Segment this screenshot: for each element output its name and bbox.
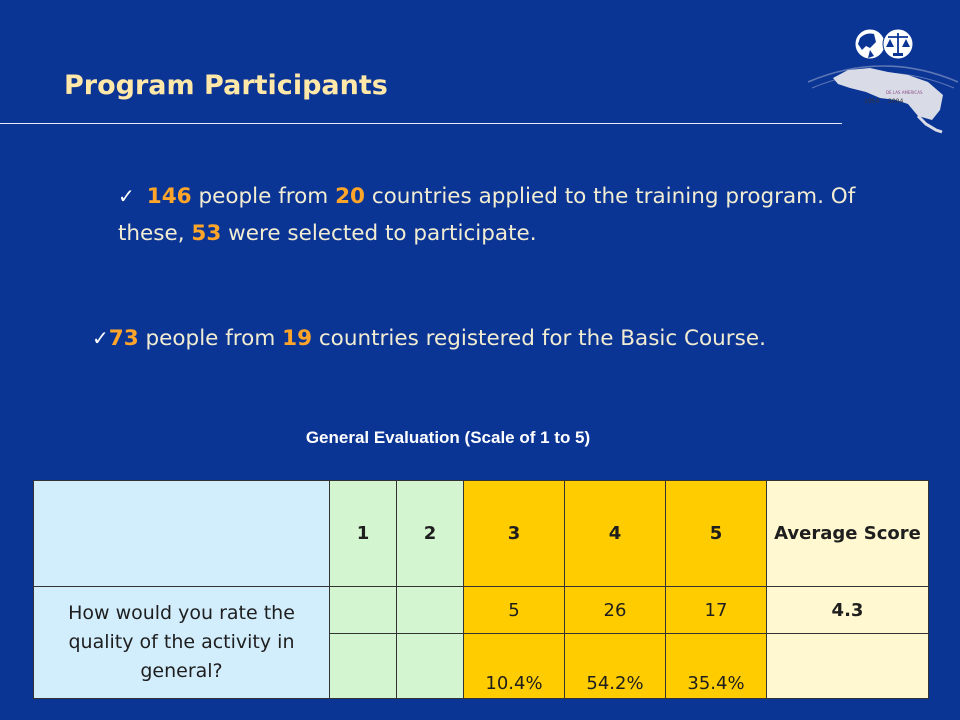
table-row-counts: How would you rate the quality of the ac…	[33, 586, 929, 699]
count-cell: 17	[665, 586, 767, 634]
checkmark-icon: ✓	[92, 326, 109, 350]
header-cell: 1	[329, 480, 397, 587]
registered-count: 73	[108, 326, 139, 351]
header-cell: 3	[463, 480, 565, 587]
count-cell: 26	[564, 586, 666, 634]
percent-cell	[396, 633, 464, 699]
applicant-countries-count: 20	[335, 184, 365, 209]
question-cell: How would you rate the quality of the ac…	[33, 586, 330, 699]
page-title: Program Participants	[64, 70, 388, 101]
globe-scales-logo: DE LAS AMERICAS 1954 2004	[808, 28, 958, 134]
count-cell	[329, 586, 397, 634]
percent-cell	[329, 633, 397, 699]
table-row-percents: 10.4% 54.2% 35.4%	[34, 633, 929, 699]
logo-year-right: 2004	[888, 98, 903, 105]
checkmark-icon: ✓	[118, 184, 135, 208]
evaluation-table: 1 2 3 4 5 Average Score How would you ra…	[33, 480, 929, 699]
bullet-text: people from	[191, 184, 336, 209]
header-average-cell: Average Score	[766, 480, 929, 587]
bullet-text: countries applied to the training progra…	[118, 184, 856, 246]
header-cell: 4	[564, 480, 666, 587]
title-divider	[0, 123, 842, 124]
svg-text:DE LAS AMERICAS: DE LAS AMERICAS	[886, 90, 923, 95]
count-cell: 5	[463, 586, 565, 634]
average-empty-cell	[766, 633, 929, 699]
selected-count: 53	[191, 221, 222, 246]
bullet-text: were selected to participate.	[221, 221, 537, 246]
header-empty-cell	[33, 480, 330, 587]
percent-cell: 10.4%	[463, 633, 565, 699]
applicants-count: 146	[146, 184, 192, 209]
header-cell: 2	[396, 480, 464, 587]
count-cell	[396, 586, 464, 634]
registered-countries-count: 19	[282, 326, 313, 351]
percent-cell: 54.2%	[564, 633, 666, 699]
bullet-text: countries registered for the Basic Cours…	[312, 326, 766, 351]
average-score-cell: 4.3	[766, 586, 929, 634]
header-cell: 5	[665, 480, 767, 587]
evaluation-title: General Evaluation (Scale of 1 to 5)	[305, 428, 591, 447]
bullet-applicants: ✓ 146 people from 20 countries applied to…	[118, 178, 878, 252]
bullet-text: people from	[138, 326, 283, 351]
percent-cell: 35.4%	[665, 633, 767, 699]
bullet-registered: ✓73 people from 19 countries registered …	[92, 320, 912, 357]
logo-year-left: 1954	[864, 98, 879, 105]
table-header-row: 1 2 3 4 5 Average Score	[33, 480, 929, 587]
